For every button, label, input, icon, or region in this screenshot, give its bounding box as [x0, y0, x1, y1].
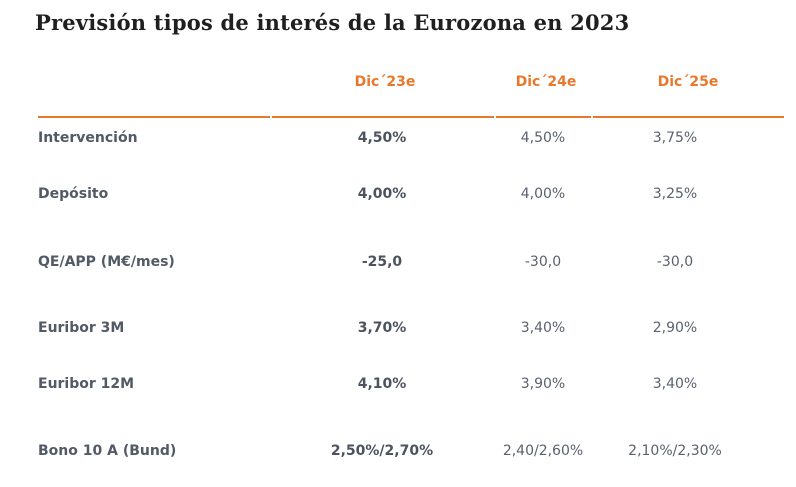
table-row-euribor-12m: Euribor 12M 4,10% 3,90% 3,40%: [0, 376, 796, 398]
cell-dic25: 2,90%: [652, 320, 698, 336]
cell-dic23: 4,10%: [357, 376, 407, 392]
cell-dic24: 3,40%: [520, 320, 566, 336]
column-header-dic23: Dic´23e: [354, 74, 416, 90]
cell-dic23: 4,50%: [357, 130, 407, 146]
table-row-deposito: Depósito 4,00% 4,00% 3,25%: [0, 186, 796, 208]
cell-dic24: 2,40/2,60%: [502, 443, 584, 459]
cell-dic24: 4,50%: [520, 130, 566, 146]
cell-dic24: 3,90%: [520, 376, 566, 392]
cell-dic25: 2,10%/2,30%: [628, 443, 722, 459]
cell-dic25: -30,0: [656, 254, 694, 270]
cell-dic23: 3,70%: [357, 320, 407, 336]
table-row-euribor-3m: Euribor 3M 3,70% 3,40% 2,90%: [0, 320, 796, 342]
row-label: Euribor 12M: [38, 376, 135, 392]
header-divider-label: [38, 116, 270, 118]
column-header-dic25: Dic´25e: [657, 74, 719, 90]
cell-dic23: 2,50%/2,70%: [330, 443, 434, 459]
cell-dic25: 3,25%: [652, 186, 698, 202]
row-label: QE/APP (M€/mes): [38, 254, 175, 270]
cell-dic25: 3,75%: [652, 130, 698, 146]
header-divider-col1: [272, 116, 494, 118]
table-row-intervencion: Intervención 4,50% 4,50% 3,75%: [0, 130, 796, 152]
row-label: Bono 10 A (Bund): [38, 443, 177, 459]
row-label: Euribor 3M: [38, 320, 125, 336]
page-title: Previsión tipos de interés de la Eurozon…: [35, 10, 630, 35]
row-label: Depósito: [38, 186, 109, 202]
cell-dic25: 3,40%: [652, 376, 698, 392]
table-row-qe-app: QE/APP (M€/mes) -25,0 -30,0 -30,0: [0, 254, 796, 276]
cell-dic23: 4,00%: [357, 186, 407, 202]
cell-dic24: -30,0: [524, 254, 562, 270]
row-label: Intervención: [38, 130, 138, 146]
header-divider-col3: [593, 116, 784, 118]
cell-dic24: 4,00%: [520, 186, 566, 202]
table-row-bono-10a: Bono 10 A (Bund) 2,50%/2,70% 2,40/2,60% …: [0, 443, 796, 465]
header-divider-col2: [496, 116, 591, 118]
cell-dic23: -25,0: [361, 254, 403, 270]
column-header-dic24: Dic´24e: [515, 74, 577, 90]
table-header: Dic´23e Dic´24e Dic´25e: [0, 74, 796, 94]
